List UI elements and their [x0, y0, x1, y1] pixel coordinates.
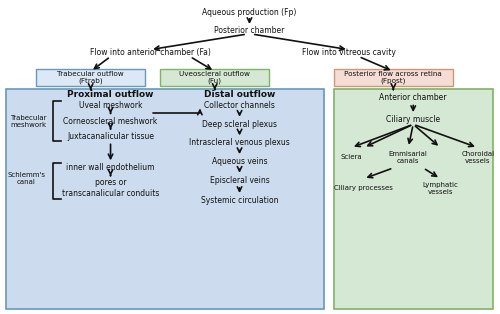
Text: Flow into vitreous cavity: Flow into vitreous cavity	[302, 48, 396, 57]
Text: Juxtacanalicular tissue: Juxtacanalicular tissue	[67, 132, 154, 141]
Text: Uveal meshwork: Uveal meshwork	[79, 101, 142, 110]
Text: Systemic circulation: Systemic circulation	[201, 196, 278, 205]
Text: Anterior chamber: Anterior chamber	[380, 93, 447, 102]
Text: Ciliary processes: Ciliary processes	[334, 185, 393, 191]
Text: Episcleral veins: Episcleral veins	[210, 176, 270, 185]
Text: Corneoscleral meshwork: Corneoscleral meshwork	[64, 117, 158, 126]
Text: Choroidal
vessels: Choroidal vessels	[461, 150, 494, 164]
Text: Posterior flow across retina
(Fpost): Posterior flow across retina (Fpost)	[344, 71, 442, 84]
Text: Sclera: Sclera	[340, 154, 362, 160]
Text: Emmisarial
canals: Emmisarial canals	[389, 150, 428, 164]
Text: Flow into anterior chamber (Fa): Flow into anterior chamber (Fa)	[90, 48, 210, 57]
Text: Deep scleral plexus: Deep scleral plexus	[202, 120, 277, 129]
Text: Aqueous production (Fp): Aqueous production (Fp)	[202, 8, 296, 17]
Text: Trabecular
meshwork: Trabecular meshwork	[10, 115, 47, 128]
Text: Uveoscleral outflow
(Fu): Uveoscleral outflow (Fu)	[180, 71, 250, 84]
FancyBboxPatch shape	[334, 69, 453, 86]
FancyBboxPatch shape	[36, 69, 146, 86]
Text: Distal outflow: Distal outflow	[204, 90, 275, 99]
Text: Aqueous veins: Aqueous veins	[212, 157, 268, 166]
Text: Proximal outflow: Proximal outflow	[68, 90, 154, 99]
Text: Schlemm's
canal: Schlemm's canal	[7, 172, 45, 185]
Text: Posterior chamber: Posterior chamber	[214, 25, 284, 35]
FancyBboxPatch shape	[334, 89, 492, 310]
FancyBboxPatch shape	[160, 69, 270, 86]
Text: Ciliary muscle: Ciliary muscle	[386, 115, 440, 124]
Text: Lymphatic
vessels: Lymphatic vessels	[422, 181, 458, 195]
Text: Collector channels: Collector channels	[204, 101, 275, 110]
Text: inner wall endothelium: inner wall endothelium	[66, 163, 155, 172]
Text: Trabecular outflow
(Ftrab): Trabecular outflow (Ftrab)	[58, 71, 124, 84]
Text: Intrascleral venous plexus: Intrascleral venous plexus	[189, 138, 290, 148]
FancyBboxPatch shape	[6, 89, 324, 310]
Text: pores or
transcanalicular conduits: pores or transcanalicular conduits	[62, 178, 159, 198]
